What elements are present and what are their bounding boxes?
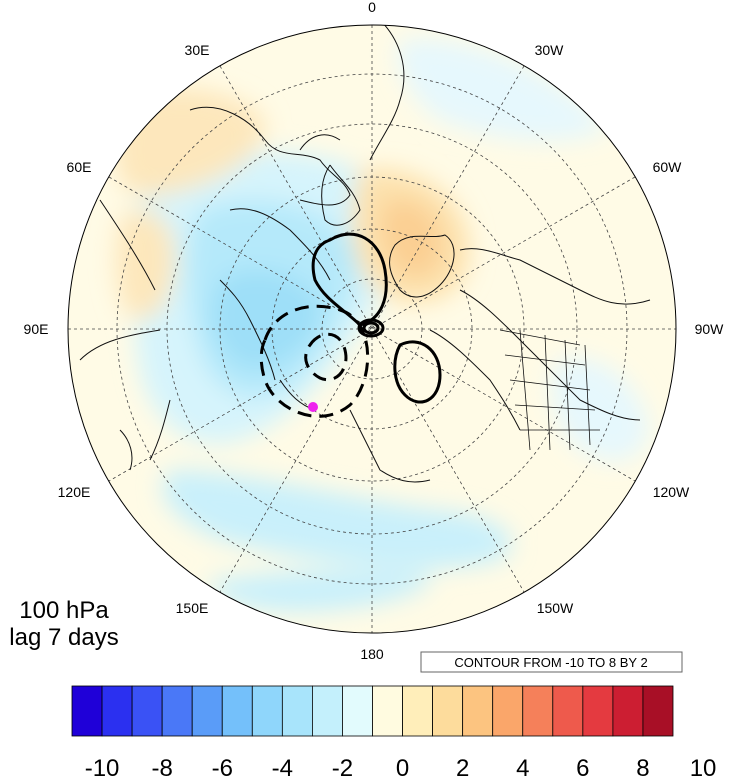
- colorbar-tick-label: 4: [516, 755, 529, 779]
- colorbar-segment: [161, 685, 193, 737]
- contour-lines: [259, 232, 442, 418]
- colorbar-segment: [522, 685, 554, 737]
- longitude-labels: 0 30E 30W 60E 60W 90E 90W 120E 120W 150E…: [24, 0, 725, 662]
- colorbar-segment: [71, 685, 103, 737]
- colorbar-tick-label: -6: [212, 755, 233, 779]
- lon-label-180: 180: [360, 646, 384, 662]
- contour-info-box: [420, 651, 683, 673]
- colorbar-tick-label: 10: [690, 755, 717, 779]
- colorbar-segment: [342, 685, 373, 737]
- colorbar-tick-label: -4: [272, 755, 293, 779]
- lon-label-0: 0: [368, 0, 376, 15]
- lon-label-60e: 60E: [67, 159, 92, 175]
- colorbar-segment: [432, 685, 464, 737]
- colorbar-labels: -10 -8 -6 -4 -2 0 2 4 6 8 10: [85, 755, 717, 779]
- anomaly-shading: [68, 25, 676, 633]
- colorbar-tick-label: -2: [332, 755, 353, 779]
- lon-label-30w: 30W: [535, 42, 565, 58]
- level-label: 100 hPa: [19, 597, 109, 624]
- lon-label-120e: 120E: [58, 484, 91, 500]
- colorbar-segment: [642, 685, 674, 737]
- colorbar-segment: [552, 685, 584, 737]
- colorbar-tick-label: -10: [85, 755, 120, 779]
- colorbar-segment: [131, 685, 163, 737]
- lon-label-60w: 60W: [653, 159, 683, 175]
- map-boundary: [67, 24, 677, 634]
- colorbar-segment: [372, 685, 403, 737]
- lon-label-90w: 90W: [695, 321, 725, 337]
- contour-info-text: CONTOUR FROM -10 TO 8 BY 2: [454, 655, 647, 670]
- colorbar-segment: [492, 685, 524, 737]
- us-state-lines: [499, 329, 600, 451]
- colorbar-segment: [311, 685, 343, 737]
- colorbar-segment: [281, 685, 313, 737]
- colorbar-segment: [462, 685, 494, 737]
- reference-point-marker: [308, 402, 318, 412]
- colorbar-segment: [251, 685, 283, 737]
- colorbar: [71, 685, 674, 737]
- lon-label-90e: 90E: [24, 321, 49, 337]
- colorbar-tick-label: -8: [151, 755, 172, 779]
- lag-label: lag 7 days: [9, 624, 118, 651]
- colorbar-segment: [101, 685, 133, 737]
- colorbar-tick-label: 0: [396, 755, 409, 779]
- lon-label-150w: 150W: [537, 600, 574, 616]
- coastlines: [79, 25, 651, 483]
- colorbar-tick-label: 6: [576, 755, 589, 779]
- colorbar-tick-label: 8: [636, 755, 649, 779]
- lon-label-150e: 150E: [176, 600, 209, 616]
- colorbar-tick-label: 2: [456, 755, 469, 779]
- colorbar-segment: [191, 685, 223, 737]
- colorbar-segment: [612, 685, 644, 737]
- colorbar-segment: [221, 685, 253, 737]
- lon-label-120w: 120W: [653, 484, 690, 500]
- colorbar-segment: [402, 685, 433, 737]
- colorbar-segment: [582, 685, 614, 737]
- lon-label-30e: 30E: [185, 42, 210, 58]
